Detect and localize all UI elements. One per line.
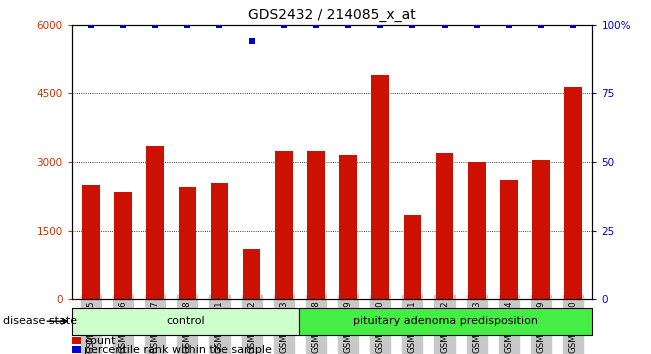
Title: GDS2432 / 214085_x_at: GDS2432 / 214085_x_at bbox=[248, 8, 416, 22]
Point bbox=[504, 22, 514, 28]
Text: count: count bbox=[84, 336, 116, 346]
Point bbox=[407, 22, 417, 28]
Text: control: control bbox=[166, 316, 205, 326]
Bar bbox=[211, 183, 229, 299]
Point bbox=[118, 22, 128, 28]
Point bbox=[247, 38, 257, 44]
Point bbox=[279, 22, 289, 28]
Point bbox=[471, 22, 482, 28]
Bar bbox=[339, 155, 357, 299]
Point bbox=[86, 22, 96, 28]
Bar bbox=[275, 150, 293, 299]
Bar bbox=[146, 146, 164, 299]
Text: pituitary adenoma predisposition: pituitary adenoma predisposition bbox=[353, 316, 538, 326]
Point bbox=[182, 22, 193, 28]
Bar bbox=[72, 308, 299, 335]
Bar bbox=[299, 308, 592, 335]
Bar bbox=[72, 346, 81, 353]
Bar bbox=[114, 192, 132, 299]
Bar bbox=[371, 75, 389, 299]
Text: percentile rank within the sample: percentile rank within the sample bbox=[84, 344, 272, 354]
Bar bbox=[564, 86, 582, 299]
Bar bbox=[243, 249, 260, 299]
Bar bbox=[82, 185, 100, 299]
Point bbox=[311, 22, 321, 28]
Point bbox=[343, 22, 353, 28]
Bar bbox=[178, 187, 196, 299]
Point bbox=[150, 22, 160, 28]
Bar bbox=[404, 215, 421, 299]
Bar bbox=[72, 337, 81, 344]
Text: disease state: disease state bbox=[3, 316, 77, 326]
Point bbox=[568, 22, 578, 28]
Point bbox=[214, 22, 225, 28]
Point bbox=[439, 22, 450, 28]
Bar bbox=[468, 162, 486, 299]
Bar bbox=[436, 153, 453, 299]
Point bbox=[375, 22, 385, 28]
Bar bbox=[532, 160, 550, 299]
Bar bbox=[500, 180, 518, 299]
Point bbox=[536, 22, 546, 28]
Bar bbox=[307, 150, 325, 299]
